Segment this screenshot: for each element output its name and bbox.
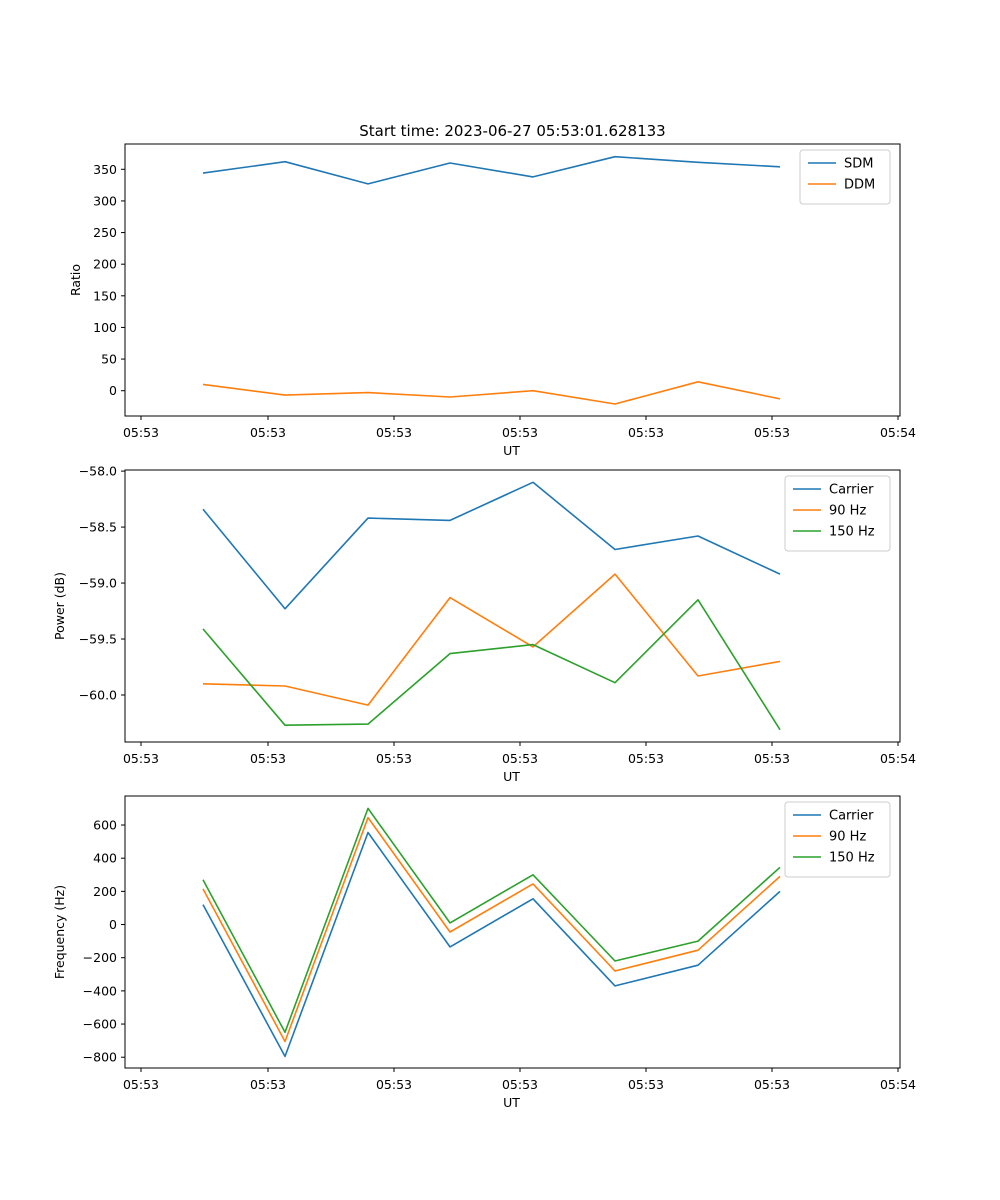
legend-box: [784, 801, 891, 878]
series-line-2-1: [202, 481, 781, 610]
y-axis-label: Ratio: [68, 264, 83, 296]
chart-title: Start time: 2023-06-27 05:53:01.628133: [359, 122, 665, 140]
series-line-1-1: [202, 155, 781, 185]
legend-label: Carrier: [829, 809, 874, 824]
legend: Carrier 90 Hz 150 Hz: [784, 475, 891, 552]
x-tick-label: 05:53: [123, 425, 159, 440]
x-tick-label: 05:53: [628, 1077, 664, 1092]
x-axis-label: UT: [503, 1095, 520, 1110]
x-tick-label: 05:53: [754, 751, 790, 766]
series-line-3-3: [202, 807, 781, 1034]
x-tick-label: 05:53: [123, 1077, 159, 1092]
x-tick-label: 05:54: [880, 425, 916, 440]
plot-area: [124, 469, 901, 743]
x-tick-label: 05:53: [376, 751, 412, 766]
series-line-1-2: [202, 380, 781, 405]
x-tick-label: 05:53: [628, 751, 664, 766]
y-tick-label: −59.5: [79, 632, 117, 647]
x-tick-label: 05:53: [250, 751, 286, 766]
x-tick-label: 05:53: [502, 751, 538, 766]
x-axis-label: UT: [503, 443, 520, 458]
y-tick-label: 200: [93, 884, 117, 899]
legend-label: 90 Hz: [829, 504, 866, 519]
legend-label: DDM: [844, 178, 875, 193]
x-tick-label: 05:53: [376, 1077, 412, 1092]
y-tick-label: −59.0: [79, 576, 117, 591]
chart-panel-2: 05:53 05:53 05:53 05:53 05:53 05:53 05:54 −60.0…: [52, 464, 916, 784]
chart-panel-1: Start time: 2023-06-27 05:53:01.62813305…: [68, 122, 916, 458]
y-tick-label: 0: [109, 917, 117, 932]
x-tick-label: 05:53: [376, 425, 412, 440]
legend-label: SDM: [844, 157, 873, 172]
x-tick-label: 05:53: [502, 425, 538, 440]
legend-label: 150 Hz: [829, 525, 875, 540]
x-tick-label: 05:54: [880, 1077, 916, 1092]
series-line-3-1: [202, 831, 781, 1058]
legend-label: 150 Hz: [829, 851, 875, 866]
legend: SDM DDM: [799, 149, 891, 205]
y-tick-label: 150: [93, 288, 117, 303]
y-tick-label: 350: [93, 162, 117, 177]
y-tick-label: 200: [93, 257, 117, 272]
plot-area: [124, 143, 901, 417]
legend: Carrier 90 Hz 150 Hz: [784, 801, 891, 878]
y-tick-label: 0: [109, 383, 117, 398]
x-tick-label: 05:53: [250, 1077, 286, 1092]
y-tick-label: 250: [93, 225, 117, 240]
x-tick-label: 05:53: [754, 1077, 790, 1092]
legend-label: Carrier: [829, 483, 874, 498]
chart-panel-3: 05:53 05:53 05:53 05:53 05:53 05:53 05:54 −800 −…: [52, 795, 916, 1110]
y-tick-label: −600: [83, 1017, 117, 1032]
x-tick-label: 05:53: [250, 425, 286, 440]
y-tick-label: 50: [101, 352, 117, 367]
y-tick-label: 600: [93, 818, 117, 833]
x-tick-label: 05:53: [123, 751, 159, 766]
y-tick-label: 400: [93, 851, 117, 866]
y-tick-label: −400: [83, 983, 117, 998]
y-tick-label: −58.0: [79, 464, 117, 479]
y-tick-label: −800: [83, 1050, 117, 1065]
series-line-3-2: [202, 816, 781, 1043]
y-axis-label: Power (dB): [52, 572, 67, 640]
y-tick-label: −60.0: [79, 687, 117, 702]
x-tick-label: 05:53: [628, 425, 664, 440]
legend-label: 90 Hz: [829, 830, 866, 845]
y-tick-label: 100: [93, 320, 117, 335]
x-axis-label: UT: [503, 769, 520, 784]
y-axis-label: Frequency (Hz): [52, 885, 67, 979]
y-tick-label: −58.5: [79, 520, 117, 535]
x-tick-label: 05:53: [502, 1077, 538, 1092]
legend-box: [784, 475, 891, 552]
y-tick-label: 300: [93, 193, 117, 208]
y-tick-label: −200: [83, 950, 117, 965]
x-tick-label: 05:53: [754, 425, 790, 440]
plot-area: [124, 795, 901, 1069]
series-line-2-2: [202, 573, 781, 706]
series-line-2-3: [202, 598, 781, 731]
x-tick-label: 05:54: [880, 751, 916, 766]
